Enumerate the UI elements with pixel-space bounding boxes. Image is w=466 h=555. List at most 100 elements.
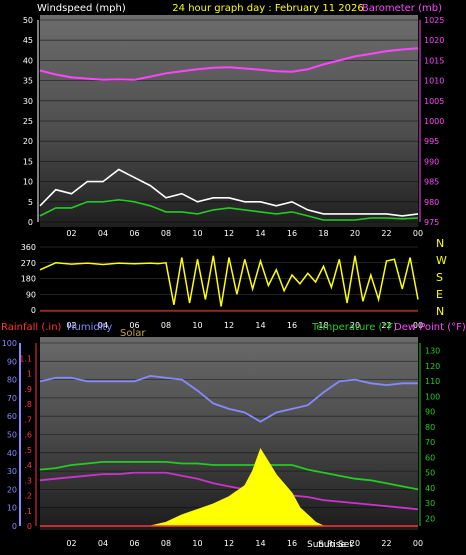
temperature-tick-label: 90 [425,408,435,417]
x-tick-label: 20 [350,539,360,548]
barometer-tick-label: 1020 [424,36,444,45]
x-tick-label: 10 [192,321,202,330]
x-tick-label: 20 [350,229,360,238]
x-tick-label: 14 [255,539,265,548]
compass-n-bottom: N [436,305,444,318]
rainfall-tick-label: .4 [24,461,32,470]
rainfall-tick-label: .8 [24,400,32,409]
humidity-tick-label: 10 [7,504,17,513]
compass-s: S [436,271,443,284]
series-dew-point [39,471,419,511]
rainfall-axis-title: Rainfall (.in) [1,322,62,333]
solar-legend: Solar [120,328,146,339]
rainfall-tick-label: 1 [27,370,32,379]
wind-tick-label: 15 [23,157,33,166]
wind-tick-label: 45 [23,36,33,45]
x-tick-label: 06 [129,321,139,330]
humidity-tick-label: 30 [7,467,17,476]
temperature-axis-title: Temperature (°F) [311,322,397,333]
x-tick-label: 00 [413,229,423,238]
x-tick-label: 06 [129,539,139,548]
barometer-tick-label: 975 [424,218,439,227]
wind-tick-label: 35 [23,77,33,86]
series-humidity [39,374,418,423]
x-tick-label: 10 [192,539,202,548]
humidity-tick-label: 50 [7,431,17,440]
x-tick-label: 06 [129,229,139,238]
compass-w: W [436,254,447,267]
humidity-tick-label: 20 [7,485,17,494]
direction-plot-area [40,243,418,313]
x-tick-label: 12 [224,229,234,238]
rainfall-tick-label: .6 [24,431,32,440]
compass-n-top: N [436,237,444,250]
x-tick-label: 02 [66,539,76,548]
x-tick-label: 04 [98,321,108,330]
temperature-tick-label: 100 [425,392,440,401]
direction-tick-label: 270 [21,259,36,268]
barometer-tick-label: 1015 [424,56,444,65]
wind-tick-label: 40 [23,56,33,65]
x-tick-label: 22 [381,229,391,238]
x-tick-label: 14 [255,321,265,330]
x-tick-label: 18 [318,229,328,238]
windspeed-axis-title: Windspeed (mph) [37,3,126,14]
wind-tick-label: 30 [23,97,33,106]
series-windspeed-avg [39,198,419,221]
humidity-tick-label: 80 [7,376,17,385]
x-tick-label: 08 [161,229,171,238]
barometer-tick-label: 985 [424,178,439,187]
direction-tick-label: 360 [21,243,36,252]
humidity-tick-label: 40 [7,449,17,458]
compass-e: E [436,288,443,301]
series-solar [150,447,324,527]
x-tick-label: 14 [255,229,265,238]
temperature-tick-label: 40 [425,484,435,493]
barometer-tick-label: 1010 [424,77,444,86]
x-tick-label: 00 [413,321,423,330]
temperature-tick-label: 80 [425,423,435,432]
x-tick-label: 08 [161,321,171,330]
x-tick-label: 12 [224,321,234,330]
rainfall-tick-label: .7 [24,415,32,424]
x-tick-label: 22 [381,321,391,330]
temperature-tick-label: 130 [425,347,440,356]
temperature-tick-label: 20 [425,514,435,523]
x-tick-label: 02 [66,321,76,330]
x-tick-label: 12 [224,539,234,548]
rainfall-tick-label: .3 [24,476,32,485]
dewpoint-axis-title: Dew Point (°F) [394,322,466,333]
rainfall-tick-label: 0 [27,522,32,531]
wind-tick-label: 50 [23,16,33,25]
x-tick-label: 16 [287,229,297,238]
barometer-tick-label: 1000 [424,117,444,126]
temperature-tick-label: 60 [425,453,435,462]
barometer-tick-label: 1005 [424,97,444,106]
x-tick-label: 04 [98,539,108,548]
x-tick-label: 08 [161,539,171,548]
barometer-tick-label: 990 [424,157,439,166]
direction-tick-label: 180 [21,275,36,284]
direction-tick-label: 0 [31,306,36,315]
rainfall-tick-label: .5 [24,446,32,455]
x-tick-label: 18 [318,321,328,330]
barometer-axis-title: Barometer (mb) [362,3,442,14]
direction-tick-label: 90 [26,290,36,299]
humidity-tick-label: 0 [12,522,17,531]
series-barometer [39,47,419,81]
series-windspeed-gust [39,168,419,217]
temperature-tick-label: 30 [425,499,435,508]
graph-title: 24 hour graph day : February 11 2026 [172,3,363,14]
wind-tick-label: 20 [23,137,33,146]
humidity-tick-label: 70 [7,394,17,403]
barometer-tick-label: 980 [424,198,439,207]
rainfall-tick-label: .1 [24,507,32,516]
rainfall-tick-label: .9 [24,385,32,394]
wind-tick-label: 0 [28,218,33,227]
wind-tick-label: 25 [23,117,33,126]
x-tick-label: 04 [98,229,108,238]
x-tick-label: 20 [350,321,360,330]
sun-set-label: Sun Set [318,540,353,550]
temperature-tick-label: 110 [425,377,440,386]
